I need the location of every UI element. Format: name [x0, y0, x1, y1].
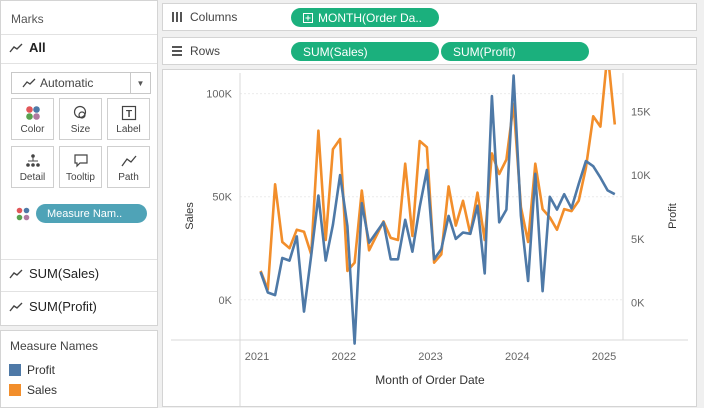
- svg-text:T: T: [125, 109, 131, 120]
- divider: [1, 291, 157, 292]
- detail-label: Detail: [19, 172, 46, 183]
- y-right-tick-label: 15K: [631, 106, 651, 118]
- sum-profit-pill[interactable]: SUM(Profit): [441, 42, 589, 61]
- marks-sum-profit-tab[interactable]: SUM(Profit): [9, 299, 97, 314]
- rows-shelf[interactable]: Rows SUM(Sales) SUM(Profit): [162, 37, 697, 65]
- measure-names-color-pill[interactable]: Measure Nam..: [36, 204, 147, 223]
- tooltip-label: Tooltip: [66, 172, 95, 183]
- sum-profit-label: SUM(Profit): [29, 299, 97, 314]
- size-circles-icon: [73, 104, 89, 122]
- x-tick-label: 2023: [418, 351, 442, 363]
- y-right-tick-label: 10K: [631, 170, 651, 182]
- rows-label: Rows: [190, 44, 221, 58]
- size-label: Size: [70, 124, 91, 135]
- legend-item-sales[interactable]: Sales: [9, 383, 57, 397]
- y-left-tick-label: 100K: [206, 89, 232, 101]
- line-mark-icon: [22, 78, 36, 88]
- label-label: Label: [116, 124, 141, 135]
- y-axis-right-title: Profit: [667, 203, 679, 229]
- color-dots-icon: [16, 207, 30, 221]
- size-button[interactable]: Size: [59, 98, 102, 140]
- y-right-tick-label: 0K: [631, 298, 645, 310]
- series-line-sales: [259, 51, 617, 291]
- line-mark-icon: [9, 269, 23, 278]
- color-button[interactable]: Color: [11, 98, 54, 140]
- tooltip-button[interactable]: Tooltip: [59, 146, 102, 188]
- legend-label: Profit: [27, 363, 56, 377]
- color-label: Color: [20, 124, 45, 135]
- detail-button[interactable]: Detail: [11, 146, 54, 188]
- mark-type-label: Automatic: [40, 76, 94, 90]
- path-button[interactable]: Path: [107, 146, 150, 188]
- tooltip-bubble-icon: [73, 152, 89, 170]
- legend-title: Measure Names: [10, 339, 99, 353]
- x-tick-label: 2021: [245, 351, 269, 363]
- columns-label: Columns: [190, 10, 238, 24]
- label-t-icon: T: [121, 104, 137, 122]
- divider: [1, 259, 157, 260]
- chevron-down-icon[interactable]: ▼: [130, 73, 150, 93]
- x-tick-label: 2025: [592, 351, 616, 363]
- x-tick-label: 2024: [505, 351, 529, 363]
- sum-sales-pill[interactable]: SUM(Sales): [291, 42, 439, 61]
- columns-pill-label: MONTH(Order Da..: [318, 10, 423, 25]
- detail-tree-icon: [25, 152, 41, 170]
- marks-card: Marks All Automatic ▼ Color Size: [0, 0, 158, 326]
- color-dots-icon: [25, 104, 41, 122]
- marks-all-tab[interactable]: All: [9, 40, 46, 55]
- label-button[interactable]: T Label: [107, 98, 150, 140]
- columns-shelf[interactable]: Columns MONTH(Order Da..: [162, 3, 697, 31]
- divider: [1, 34, 157, 35]
- x-axis-title: Month of Order Date: [375, 373, 485, 387]
- columns-shelf-label: Columns: [171, 10, 237, 24]
- path-label: Path: [118, 172, 139, 183]
- legend-item-profit[interactable]: Profit: [9, 363, 55, 377]
- legend-swatch: [9, 364, 21, 376]
- y-left-tick-label: 0K: [219, 295, 233, 307]
- x-tick-label: 2022: [332, 351, 356, 363]
- y-axis-left-title: Sales: [184, 202, 196, 230]
- legend-label: Sales: [27, 383, 58, 397]
- columns-icon: [172, 12, 182, 22]
- chart-view: 100K 50K 0K 15K 10K 5K 0K 2021 2022 2023 2024 2025 …: [162, 51, 697, 407]
- rows-shelf-label: Rows: [171, 44, 220, 58]
- expand-plus-icon[interactable]: [303, 12, 313, 23]
- month-order-date-pill[interactable]: MONTH(Order Da..: [291, 8, 439, 27]
- marks-all-label: All: [29, 40, 46, 55]
- color-legend: Measure Names Profit Sales: [0, 330, 158, 408]
- line-mark-icon: [9, 302, 23, 311]
- sum-sales-label: SUM(Sales): [29, 266, 100, 281]
- marks-header: Marks: [11, 12, 44, 26]
- y-left-tick-label: 50K: [212, 192, 232, 204]
- divider: [1, 63, 157, 64]
- marks-sum-sales-tab[interactable]: SUM(Sales): [9, 266, 99, 281]
- mark-type-dropdown[interactable]: Automatic ▼: [11, 72, 151, 94]
- path-line-icon: [120, 152, 137, 170]
- legend-swatch: [9, 384, 21, 396]
- y-right-tick-label: 5K: [631, 234, 645, 246]
- line-mark-icon: [9, 43, 23, 52]
- rows-icon: [172, 46, 182, 56]
- series-line-profit: [259, 74, 616, 345]
